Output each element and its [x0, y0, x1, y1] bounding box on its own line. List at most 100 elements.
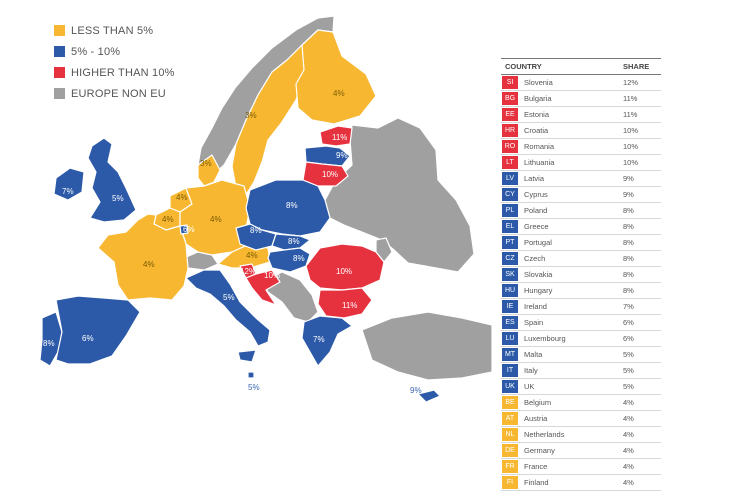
- legend-item-low: LESS THAN 5%: [54, 20, 175, 41]
- label-sk: 8%: [288, 237, 300, 246]
- label-el: 7%: [313, 335, 325, 344]
- region-russia-belarus-ukraine: [324, 117, 475, 273]
- table-row: PT Portugal 8%: [501, 235, 661, 251]
- country-code-badge: BE: [502, 396, 518, 409]
- region-france: [97, 213, 189, 301]
- region-spain: [55, 295, 141, 365]
- country-name: Czech: [524, 254, 546, 263]
- country-code-badge: HR: [502, 124, 518, 137]
- region-finland: [295, 29, 377, 125]
- label-cy: 9%: [410, 386, 422, 395]
- country-share: 8%: [623, 206, 634, 215]
- region-romania: [305, 243, 385, 291]
- region-uk: [87, 137, 137, 223]
- table-header: COUNTRY SHARE: [501, 59, 661, 75]
- country-code-badge: DE: [502, 444, 518, 457]
- legend-swatch-low: [54, 25, 65, 36]
- country-name: Poland: [524, 206, 548, 215]
- country-code-badge: SI: [502, 76, 518, 89]
- country-share: 12%: [623, 78, 639, 87]
- label-ie: 7%: [62, 187, 74, 196]
- label-se: 3%: [245, 111, 257, 120]
- map-legend: LESS THAN 5% 5% - 10% HIGHER THAN 10% EU…: [54, 20, 175, 104]
- country-share: 6%: [623, 334, 634, 343]
- country-code-badge: CZ: [502, 252, 518, 265]
- legend-label-high: HIGHER THAN 10%: [71, 66, 175, 79]
- legend-label-low: LESS THAN 5%: [71, 24, 154, 37]
- country-share: 10%: [623, 142, 639, 151]
- country-share: 8%: [623, 254, 634, 263]
- table-row: LV Latvia 9%: [501, 171, 661, 187]
- table-row: BE Belgium 4%: [501, 395, 661, 411]
- country-code-badge: EE: [502, 108, 518, 121]
- label-ee: 11%: [332, 133, 347, 142]
- table-row: PL Poland 8%: [501, 203, 661, 219]
- country-code-badge: EL: [502, 220, 518, 233]
- country-share: 5%: [623, 350, 634, 359]
- region-lithuania: [302, 161, 349, 187]
- label-hr: 10%: [264, 271, 280, 280]
- country-share: 4%: [623, 430, 634, 439]
- table-row: SI Slovenia 12%: [501, 75, 661, 91]
- legend-label-non-eu: EUROPE NON EU: [71, 87, 166, 100]
- country-share: 9%: [623, 190, 634, 199]
- label-be: 4%: [162, 215, 174, 224]
- table-rows: SI Slovenia 12% BG Bulgaria 11% EE Estonia 11% HR…: [501, 75, 661, 491]
- country-share: 10%: [623, 126, 639, 135]
- header-country: COUNTRY: [505, 62, 542, 71]
- country-name: Netherlands: [524, 430, 565, 439]
- legend-item-high: HIGHER THAN 10%: [54, 62, 175, 83]
- country-name: Bulgaria: [524, 94, 552, 103]
- legend-swatch-high: [54, 67, 65, 78]
- country-share: 6%: [623, 318, 634, 327]
- legend-item-non-eu: EUROPE NON EU: [54, 83, 175, 104]
- table-row: MT Malta 5%: [501, 347, 661, 363]
- country-name: Finland: [524, 478, 549, 487]
- table-row: NL Netherlands 4%: [501, 427, 661, 443]
- label-fr: 4%: [143, 260, 155, 269]
- table-row: EE Estonia 11%: [501, 107, 661, 123]
- table-row: SK Slovakia 8%: [501, 267, 661, 283]
- country-name: Austria: [524, 414, 548, 423]
- legend-swatch-non-eu: [54, 88, 65, 99]
- label-lt: 10%: [322, 170, 338, 179]
- country-share: 4%: [623, 462, 634, 471]
- country-name: Hungary: [524, 286, 553, 295]
- country-code-badge: BG: [502, 92, 518, 105]
- legend-swatch-mid: [54, 46, 65, 57]
- label-mt: 5%: [248, 383, 260, 392]
- country-code-badge: PL: [502, 204, 518, 217]
- country-code-badge: RO: [502, 140, 518, 153]
- country-code-badge: LV: [502, 172, 518, 185]
- country-name: Germany: [524, 446, 555, 455]
- country-code-badge: FI: [502, 476, 518, 489]
- country-code-badge: UK: [502, 380, 518, 393]
- country-share: 8%: [623, 238, 634, 247]
- country-code-badge: HU: [502, 284, 518, 297]
- country-share: 4%: [623, 446, 634, 455]
- table-row: LT Lithuania 10%: [501, 155, 661, 171]
- label-nl: 4%: [176, 193, 188, 202]
- country-code-badge: AT: [502, 412, 518, 425]
- country-code-badge: NL: [502, 428, 518, 441]
- country-code-badge: MT: [502, 348, 518, 361]
- country-name: France: [524, 462, 548, 471]
- legend-label-mid: 5% - 10%: [71, 45, 121, 58]
- country-share: 11%: [623, 110, 638, 119]
- region-malta: [247, 371, 255, 379]
- country-code-badge: ES: [502, 316, 518, 329]
- region-croatia: [245, 269, 281, 306]
- country-code-badge: PT: [502, 236, 518, 249]
- country-name: Luxembourg: [524, 334, 566, 343]
- region-greece: [301, 315, 353, 367]
- country-share: 11%: [623, 94, 638, 103]
- region-portugal: [39, 311, 63, 367]
- label-fi: 4%: [333, 89, 345, 98]
- country-name: UK: [524, 382, 535, 391]
- country-share-table: COUNTRY SHARE SI Slovenia 12% BG Bulgaria 11%…: [501, 58, 661, 491]
- table-row: HR Croatia 10%: [501, 123, 661, 139]
- label-pt: 8%: [43, 339, 55, 348]
- region-cyprus: [417, 389, 441, 403]
- label-lu: 6%: [183, 225, 195, 234]
- country-code-badge: IE: [502, 300, 518, 313]
